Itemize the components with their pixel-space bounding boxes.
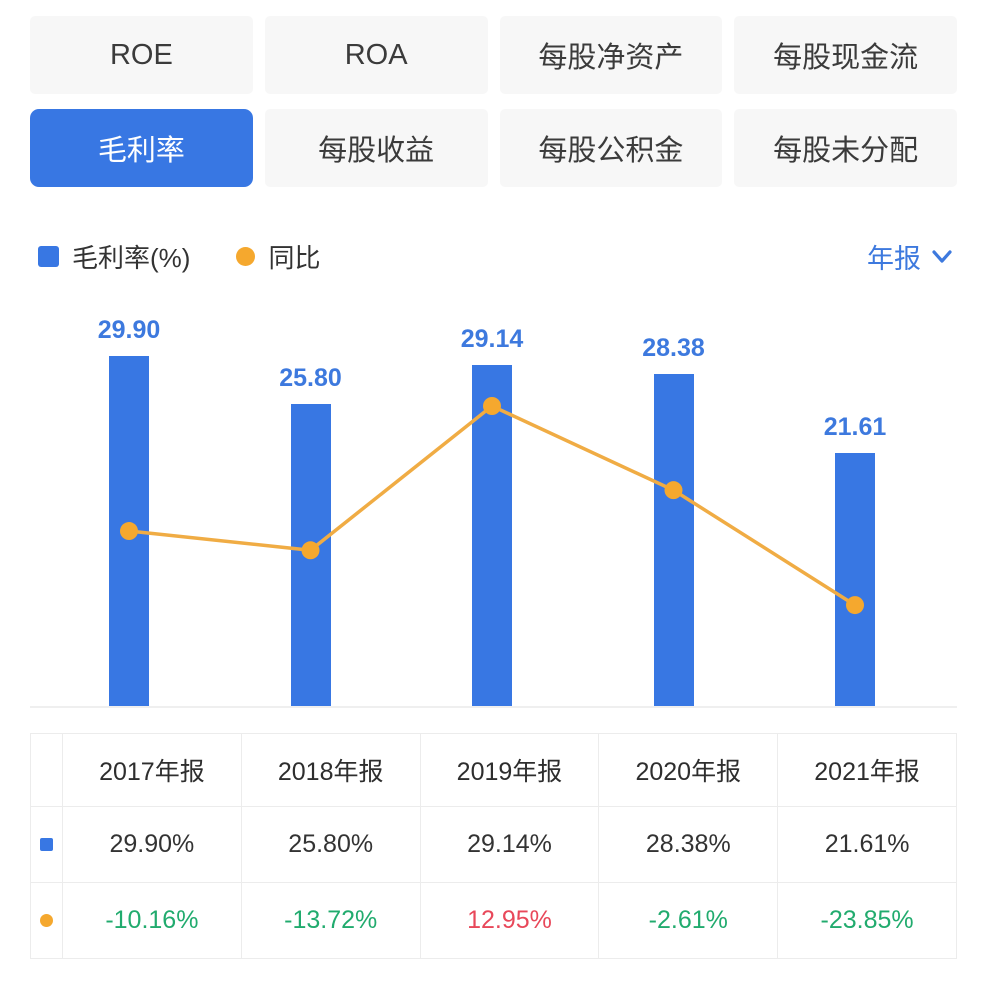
- bar-series-swatch-icon: [38, 245, 59, 267]
- tab-roa[interactable]: ROA: [264, 16, 488, 94]
- chevron-down-icon: [932, 249, 952, 263]
- table-value-cell: -2.61%: [598, 883, 777, 958]
- table-row-icon-cell: [31, 883, 62, 958]
- bar-value-label: 29.90: [97, 315, 161, 344]
- tab-net-asset-ps[interactable]: 每股净资产: [499, 16, 723, 94]
- tab-reserve-ps[interactable]: 每股公积金: [499, 109, 723, 187]
- table-header-cell: 2021年报: [777, 734, 956, 806]
- period-selector[interactable]: 年报: [867, 237, 953, 276]
- metric-tabs: ROE ROA 每股净资产 每股现金流毛利率 每股收益 每股公积金 每股未分配: [30, 16, 957, 187]
- bar-value-label: 21.61: [823, 412, 887, 441]
- bars-layer: 29.90 25.80 29.14 28.38 21.61: [30, 290, 957, 706]
- legend-line-label: 同比: [268, 242, 321, 273]
- table-value-cell: -13.72%: [240, 883, 420, 958]
- table-row-同比: -10.16% -13.72% 12.95% -2.61% -23.85%: [31, 882, 956, 958]
- table-value-cell: -10.16%: [62, 883, 241, 958]
- yoy-marker-2020年报[interactable]: [664, 481, 683, 500]
- legend-row: 毛利率(%) 同比 年报: [38, 238, 953, 274]
- bar-2020年报[interactable]: [653, 373, 694, 706]
- yoy-line: [128, 403, 856, 607]
- chart-plot: 29.90 25.80 29.14 28.38 21.61: [30, 290, 957, 708]
- table-header-cell: 2019年报: [419, 734, 599, 806]
- legend-bar-label: 毛利率(%): [72, 242, 191, 273]
- table-value-cell: 12.95%: [419, 883, 599, 958]
- line-series-dot-icon: [40, 914, 53, 927]
- tab-undistributed-ps[interactable]: 每股未分配: [734, 109, 957, 187]
- table-header-cell: 2020年报: [598, 734, 777, 806]
- table-corner-cell: [31, 734, 62, 806]
- table-value-cell: 29.14%: [419, 807, 599, 882]
- table-value-cell: 21.61%: [777, 807, 956, 882]
- table-value-cell: -23.85%: [777, 883, 956, 958]
- table-header-cell: 2018年报: [240, 734, 420, 806]
- tab-cash-flow-ps[interactable]: 每股现金流: [734, 16, 957, 94]
- bar-value-label: 25.80: [279, 363, 342, 392]
- tab-eps[interactable]: 每股收益: [264, 109, 488, 187]
- table-header-row: 2017年报 2018年报 2019年报 2020年报 2021年报: [31, 734, 956, 806]
- bar-value-label: 29.14: [460, 324, 524, 353]
- yoy-marker-2018年报[interactable]: [301, 541, 320, 560]
- bar-value-label: 28.38: [642, 333, 705, 362]
- table-value-cell: 28.38%: [598, 807, 777, 882]
- table-value-cell: 25.80%: [240, 807, 420, 882]
- table-row-icon-cell: [31, 807, 62, 882]
- yoy-line-svg: [120, 397, 864, 615]
- table-row-毛利率: 29.90% 25.80% 29.14% 28.38% 21.61%: [31, 806, 956, 882]
- tab-gross-margin[interactable]: 毛利率: [30, 109, 253, 187]
- bar-series-swatch-icon: [40, 838, 53, 851]
- tab-roe[interactable]: ROE: [30, 16, 253, 94]
- line-series-dot-icon: [236, 246, 256, 266]
- bar-2021年报[interactable]: [835, 452, 875, 706]
- yoy-marker-2021年报[interactable]: [846, 596, 864, 615]
- metrics-table: 2017年报 2018年报 2019年报 2020年报 2021年报 29.90% 25.8…: [30, 733, 957, 959]
- legend-line-series: 同比: [236, 238, 320, 275]
- period-selector-label: 年报: [867, 243, 921, 274]
- table-value-cell: 29.90%: [62, 807, 241, 882]
- yoy-marker-2019年报[interactable]: [483, 397, 501, 415]
- table-header-cell: 2017年报: [62, 734, 241, 806]
- legend-bar-series: 毛利率(%): [38, 238, 190, 275]
- yoy-marker-2017年报[interactable]: [120, 522, 138, 541]
- bar-2019年报[interactable]: [472, 364, 512, 706]
